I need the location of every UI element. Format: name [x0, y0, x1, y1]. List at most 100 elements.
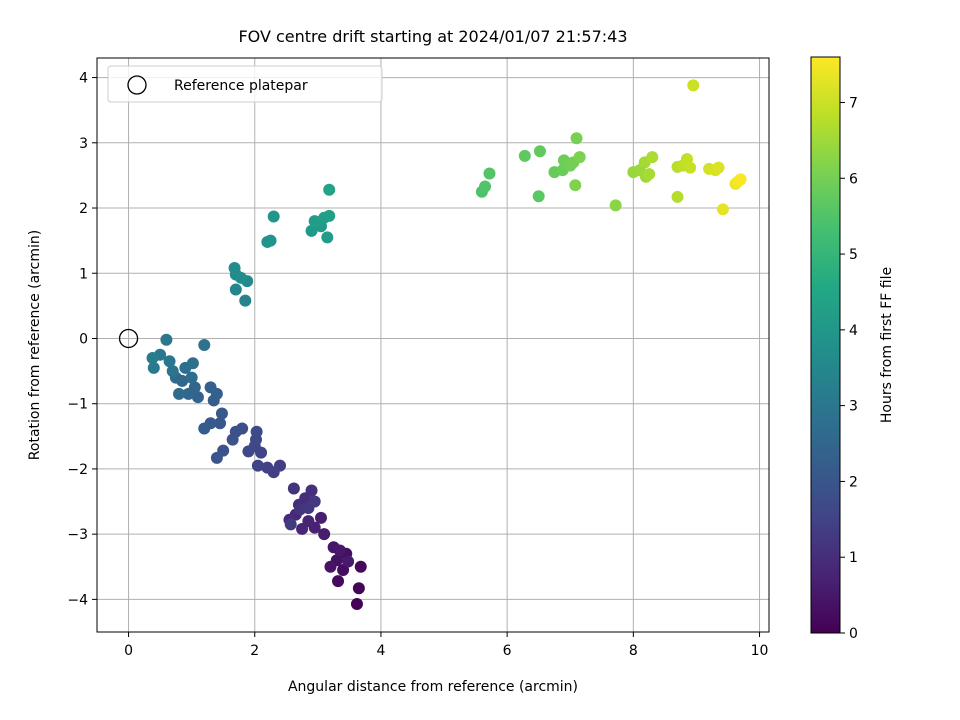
data-point — [242, 445, 255, 458]
chart-title: FOV centre drift starting at 2024/01/07 … — [238, 27, 627, 46]
data-point — [239, 294, 252, 307]
data-point — [186, 357, 199, 370]
reference-point — [118, 328, 139, 349]
data-point — [354, 560, 367, 573]
data-point — [214, 417, 227, 430]
data-point — [712, 161, 725, 174]
data-point — [198, 422, 211, 435]
colorbar-label: Hours from first FF file — [879, 267, 895, 423]
data-point — [533, 145, 546, 158]
colorbar-tick-label: 4 — [849, 323, 858, 339]
data-points — [146, 79, 747, 610]
data-point — [287, 482, 300, 495]
colorbar-tick-label: 3 — [849, 399, 858, 415]
colorbar-tick-label: 7 — [849, 95, 858, 111]
data-point — [734, 173, 747, 186]
data-point — [215, 407, 228, 420]
data-point — [479, 180, 492, 193]
data-point — [609, 199, 622, 212]
data-point — [671, 190, 684, 203]
y-tick-label: −1 — [67, 397, 88, 413]
y-tick-label: 1 — [79, 266, 88, 282]
data-point — [646, 151, 659, 164]
data-point — [308, 215, 321, 228]
data-point — [332, 575, 345, 588]
legend-marker — [127, 75, 147, 95]
data-point — [251, 459, 264, 472]
data-point — [163, 355, 176, 368]
data-point — [716, 203, 729, 216]
data-point — [204, 381, 217, 394]
data-point — [305, 484, 318, 497]
data-point — [147, 361, 160, 374]
data-point — [267, 210, 280, 223]
data-point — [146, 352, 159, 365]
colorbar-tick-label: 5 — [849, 247, 858, 263]
data-point — [185, 371, 198, 384]
data-point — [191, 391, 204, 404]
legend-label: Reference platepar — [174, 78, 308, 94]
legend: Reference platepar — [107, 65, 383, 103]
x-tick-label: 6 — [503, 643, 512, 659]
y-tick-label: −3 — [67, 527, 88, 543]
data-point — [229, 283, 242, 296]
data-point — [315, 511, 327, 524]
data-point — [687, 79, 700, 92]
x-ticks: 0 2 4 6 8 10 — [124, 632, 768, 659]
data-point — [352, 582, 365, 595]
colorbar-tick-label: 6 — [849, 171, 858, 187]
y-tick-label: 3 — [79, 136, 88, 152]
x-tick-label: 4 — [376, 643, 385, 659]
data-point — [318, 528, 331, 541]
legend-box — [107, 65, 383, 103]
data-point — [250, 425, 263, 438]
data-point — [182, 387, 195, 400]
data-point — [226, 433, 239, 446]
plot-frame — [96, 57, 770, 633]
data-point — [684, 161, 697, 174]
x-tick-label: 10 — [751, 643, 769, 659]
data-point — [324, 560, 337, 573]
data-point — [234, 271, 247, 284]
data-point — [483, 167, 496, 180]
data-point — [323, 209, 336, 222]
x-tick-label: 8 — [629, 643, 638, 659]
data-point — [160, 333, 173, 346]
y-tick-label: −2 — [67, 462, 88, 478]
data-point — [350, 597, 363, 610]
y-axis-label: Rotation from reference (arcmin) — [27, 230, 43, 460]
y-tick-label: 2 — [79, 201, 88, 217]
data-point — [570, 132, 583, 145]
data-point — [308, 495, 321, 508]
x-axis-label: Angular distance from reference (arcmin) — [288, 679, 578, 695]
data-point — [296, 522, 309, 535]
data-point — [518, 149, 531, 162]
data-point — [333, 544, 346, 557]
colorbar-tick-label: 2 — [849, 474, 858, 490]
data-point — [573, 151, 586, 164]
colorbar-tick-label: 1 — [849, 550, 858, 566]
data-point — [323, 183, 336, 196]
x-tick-label: 2 — [250, 643, 259, 659]
colorbar — [810, 56, 841, 634]
data-point — [284, 518, 297, 531]
data-point — [532, 190, 545, 203]
data-point — [264, 234, 277, 247]
data-point — [173, 387, 186, 400]
data-point — [261, 461, 274, 474]
data-point — [569, 179, 582, 192]
plot-area — [97, 58, 769, 632]
data-point — [210, 451, 223, 464]
data-point — [321, 231, 334, 244]
x-tick-label: 0 — [124, 643, 133, 659]
grid-lines — [97, 58, 769, 632]
data-point — [228, 262, 241, 275]
colorbar-tick-label: 0 — [849, 626, 858, 642]
y-ticks: −4 −3 −2 −1 0 1 2 3 4 — [67, 71, 97, 608]
colorbar-ticks: 0 1 2 3 4 5 6 7 — [840, 95, 858, 642]
data-point — [342, 555, 355, 568]
y-tick-label: 4 — [79, 71, 88, 87]
data-point — [643, 168, 656, 181]
data-point — [305, 224, 318, 237]
